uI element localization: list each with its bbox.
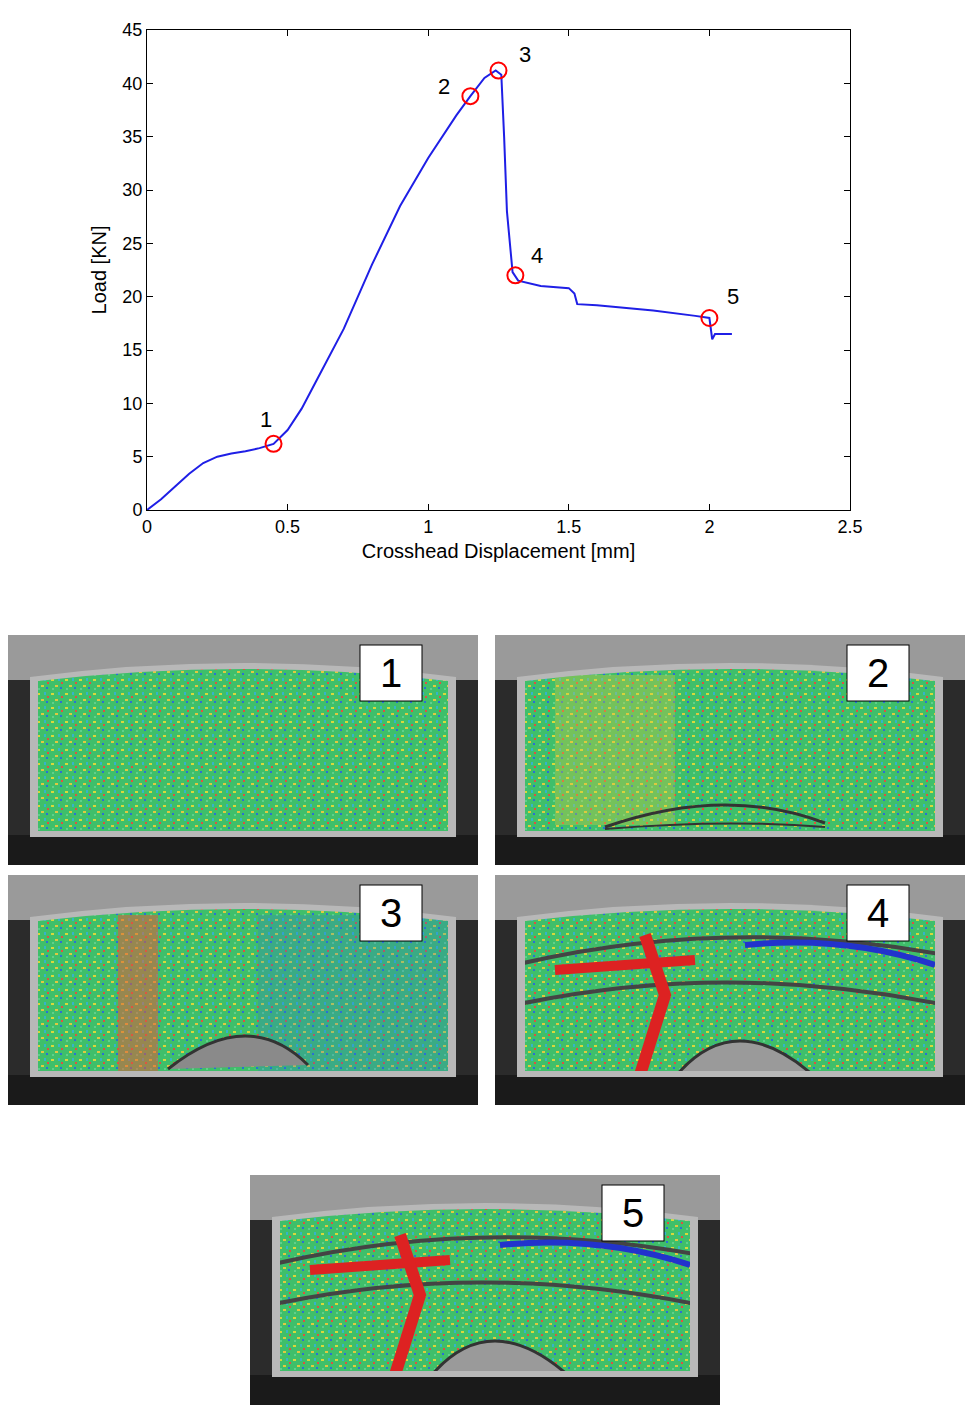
svg-text:45: 45 [122, 20, 142, 40]
svg-text:40: 40 [122, 74, 142, 94]
svg-text:0: 0 [132, 500, 142, 520]
svg-text:4: 4 [867, 891, 889, 935]
svg-text:15: 15 [122, 340, 142, 360]
svg-text:1: 1 [380, 651, 402, 695]
svg-text:0.5: 0.5 [275, 517, 300, 537]
svg-text:25: 25 [122, 234, 142, 254]
svg-text:0: 0 [142, 517, 152, 537]
svg-text:20: 20 [122, 287, 142, 307]
svg-text:35: 35 [122, 127, 142, 147]
svg-text:2: 2 [438, 74, 450, 99]
svg-text:3: 3 [519, 42, 531, 67]
svg-text:Load [KN]: Load [KN] [88, 226, 110, 315]
svg-text:2: 2 [867, 651, 889, 695]
svg-text:30: 30 [122, 180, 142, 200]
svg-text:10: 10 [122, 394, 142, 414]
svg-text:2: 2 [704, 517, 714, 537]
svg-text:5: 5 [622, 1191, 644, 1235]
svg-text:1.5: 1.5 [556, 517, 581, 537]
svg-text:3: 3 [380, 891, 402, 935]
svg-text:1: 1 [260, 407, 272, 432]
svg-text:2.5: 2.5 [837, 517, 862, 537]
svg-text:Crosshead Displacement [mm]: Crosshead Displacement [mm] [362, 540, 635, 562]
svg-text:5: 5 [132, 447, 142, 467]
svg-text:5: 5 [727, 284, 739, 309]
svg-text:1: 1 [423, 517, 433, 537]
svg-text:4: 4 [531, 243, 543, 268]
